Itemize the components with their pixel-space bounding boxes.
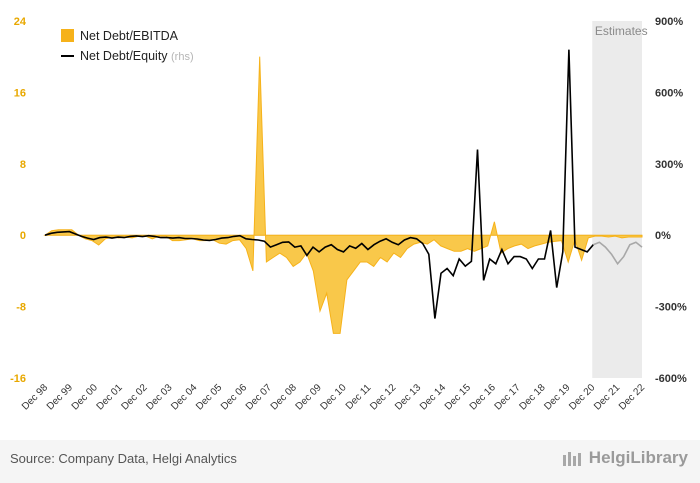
y-left-tick: 16 [14, 87, 26, 99]
x-tick: Dec 07 [244, 382, 274, 412]
chart-area: Estimates -16 -8 0 8 16 24 -600% -300% 0% 300% 600… [10, 16, 688, 413]
series-line-net-debt-equity [44, 49, 594, 319]
y-right-tick: -600% [655, 373, 687, 385]
x-tick: Dec 01 [95, 382, 125, 412]
x-tick: Dec 14 [418, 382, 448, 412]
y-left-tick: 8 [20, 159, 26, 171]
x-tick: Dec 12 [368, 382, 398, 412]
x-tick: Dec 11 [344, 382, 374, 412]
x-tick: Dec 98 [20, 382, 50, 412]
x-tick: Dec 05 [194, 382, 224, 412]
library-icon [562, 452, 581, 466]
y-left-tick: -16 [10, 373, 26, 385]
x-tick: Dec 16 [468, 382, 498, 412]
y-left-tick: 24 [14, 16, 27, 28]
source-note: Source: Company Data, Helgi Analytics [10, 451, 237, 466]
x-tick: Dec 04 [169, 382, 199, 412]
y-left-tick: -8 [16, 302, 26, 314]
x-tick: Dec 06 [219, 382, 249, 412]
x-tick: Dec 21 [592, 382, 622, 412]
y-left-tick: 0 [20, 230, 26, 242]
x-tick: Dec 22 [617, 382, 647, 412]
series-line-net-debt-equity-estimate [593, 241, 643, 266]
legend-rhs-note: (rhs) [171, 51, 194, 63]
x-tick: Dec 09 [294, 382, 324, 412]
x-tick: Dec 17 [493, 382, 523, 412]
legend-swatch-ebitda [61, 29, 74, 42]
x-tick: Dec 03 [144, 382, 174, 412]
y-right-tick: 0% [655, 230, 671, 242]
legend-label-ebitda: Net Debt/EBITDA [80, 29, 179, 43]
x-tick: Dec 08 [269, 382, 299, 412]
legend-label-equity: Net Debt/Equity (rhs) [80, 49, 194, 63]
y-right-tick: 900% [655, 16, 683, 28]
x-tick: Dec 10 [318, 382, 348, 412]
chart-svg: Estimates -16 -8 0 8 16 24 -600% -300% 0% 300% 600… [10, 16, 687, 413]
x-tick: Dec 20 [567, 382, 597, 412]
x-tick: Dec 13 [393, 382, 423, 412]
estimates-shade [592, 21, 642, 378]
footer: Source: Company Data, Helgi Analytics He… [0, 440, 700, 483]
x-tick: Dec 15 [443, 382, 473, 412]
y-right-tick: -300% [655, 302, 687, 314]
x-tick: Dec 00 [70, 382, 100, 412]
series-area-net-debt-ebitda [43, 56, 643, 334]
estimates-label: Estimates [595, 24, 648, 38]
y-right-tick: 300% [655, 159, 683, 171]
x-tick: Dec 99 [45, 382, 75, 412]
brand-logo: HelgiLibrary [562, 448, 688, 468]
x-tick: Dec 02 [119, 382, 149, 412]
x-tick: Dec 18 [517, 382, 547, 412]
brand-name: HelgiLibrary [588, 448, 688, 467]
x-tick: Dec 19 [542, 382, 572, 412]
y-right-tick: 600% [655, 87, 683, 99]
